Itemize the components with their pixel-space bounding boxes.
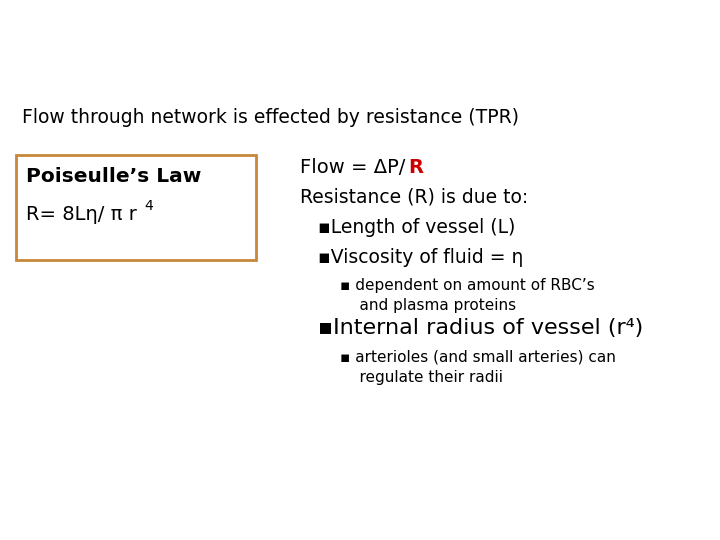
Text: ▪Viscosity of fluid = η: ▪Viscosity of fluid = η (318, 248, 523, 267)
Text: ▪Length of vessel (L): ▪Length of vessel (L) (318, 218, 516, 237)
Text: Poiseulle’s Law: Poiseulle’s Law (26, 167, 202, 186)
Text: ▪Internal radius of vessel (r⁴): ▪Internal radius of vessel (r⁴) (318, 318, 643, 338)
Text: Flow = ΔP/: Flow = ΔP/ (300, 158, 405, 177)
Text: Resistance: Resistance (241, 21, 479, 59)
Text: regulate their radii: regulate their radii (340, 370, 503, 385)
Text: R= 8Lη/ π r: R= 8Lη/ π r (26, 205, 137, 224)
Text: ▪ dependent on amount of RBC’s: ▪ dependent on amount of RBC’s (340, 278, 595, 293)
Text: ▪ arterioles (and small arteries) can: ▪ arterioles (and small arteries) can (340, 350, 616, 365)
Text: Resistance (R) is due to:: Resistance (R) is due to: (300, 188, 528, 207)
Text: 4: 4 (144, 199, 153, 213)
Text: and plasma proteins: and plasma proteins (340, 298, 516, 313)
Text: Flow through network is effected by resistance (TPR): Flow through network is effected by resi… (22, 108, 519, 127)
FancyBboxPatch shape (16, 155, 256, 260)
Text: R: R (408, 158, 423, 177)
